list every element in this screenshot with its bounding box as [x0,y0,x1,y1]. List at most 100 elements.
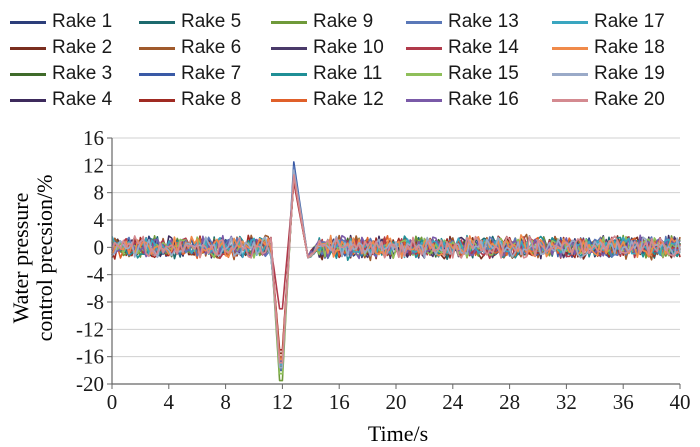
legend-item: Rake 19 [552,62,665,86]
legend-swatch [271,72,307,76]
y-tick-label: 12 [83,153,104,177]
legend-item: Rake 7 [139,62,241,86]
legend-item: Rake 10 [271,36,384,60]
legend-swatch [271,20,307,24]
series-line [111,171,681,375]
legend-label: Rake 13 [448,11,519,32]
series-line [111,165,681,370]
y-axis-label-line-2: control precsion/% [32,175,57,342]
legend-swatch [271,46,307,50]
series-line [111,174,681,365]
y-tick-label: 8 [94,181,105,205]
legend-label: Rake 8 [181,89,242,110]
series-lines [111,161,681,382]
series-line [111,174,681,361]
series-line [111,178,681,355]
legend-label: Rake 2 [52,37,113,58]
legend-item: Rake 20 [552,88,665,112]
legend-item: Rake 5 [139,10,241,34]
legend-label: Rake 11 [313,63,383,84]
legend-label: Rake 4 [52,89,113,110]
legend-label: Rake 1 [52,11,113,32]
series-line [111,174,681,364]
series-line [111,172,681,363]
series-line [111,172,681,366]
x-tick-label: 20 [386,390,407,414]
y-tick-label: -12 [76,317,104,341]
legend-swatch [10,72,46,76]
x-tick-label: 32 [556,390,577,414]
legend-item: Rake 4 [10,88,112,112]
chart-legend: Rake 1 Rake 2 Rake 3 Rake 4 Rake 5 Rake 6 Rake… [0,0,700,120]
legend-swatch [406,20,442,24]
legend-label: Rake 16 [448,89,519,110]
series-line [111,177,681,351]
x-tick-label: 40 [670,390,691,414]
y-tick-label: -16 [76,345,104,369]
legend-label: Rake 7 [181,63,242,84]
legend-label: Rake 6 [181,37,242,58]
legend-swatch [139,20,175,24]
x-tick-label: 28 [499,390,520,414]
legend-item: Rake 8 [139,88,241,112]
x-tick-label: 4 [164,390,175,414]
legend-item: Rake 2 [10,36,112,60]
legend-item: Rake 16 [406,88,519,112]
legend-label: Rake 15 [448,63,519,84]
y-tick-label: 16 [83,126,104,150]
y-tick-label: 4 [94,208,105,232]
legend-swatch [10,46,46,50]
legend-swatch [139,72,175,76]
x-axis-label: Time/s [368,421,428,446]
axes: -20 -16 -12 -8 -4 0 4 8 12 16 0 4 8 12 16 20 24 28 32 36 40 [76,126,691,414]
y-tick-label: 0 [94,235,105,259]
gridlines [112,137,680,385]
legend-item: Rake 14 [406,36,519,60]
series-line [111,176,681,359]
legend-swatch [406,46,442,50]
y-axis-label-line-1: Water pressure [8,193,33,324]
legend-swatch [10,20,46,24]
legend-item: Rake 12 [271,88,384,112]
legend-label: Rake 12 [313,89,384,110]
legend-label: Rake 10 [313,37,384,58]
legend-item: Rake 11 [271,62,382,86]
y-tick-label: -20 [76,372,104,396]
series-line [111,174,681,365]
legend-item: Rake 9 [271,10,373,34]
y-tick-label: -4 [87,263,105,287]
legend-item: Rake 13 [406,10,519,34]
x-tick-label: 8 [220,390,231,414]
legend-label: Rake 9 [313,11,374,32]
legend-swatch [552,98,588,102]
legend-item: Rake 17 [552,10,665,34]
legend-swatch [406,98,442,102]
series-line [111,173,681,362]
series-line [111,170,681,366]
legend-item: Rake 18 [552,36,665,60]
legend-swatch [406,72,442,76]
legend-label: Rake 20 [594,89,665,110]
legend-label: Rake 18 [594,37,665,58]
legend-label: Rake 19 [594,63,665,84]
legend-swatch [10,98,46,102]
x-tick-label: 12 [272,390,293,414]
legend-label: Rake 17 [594,11,665,32]
legend-label: Rake 14 [448,37,519,58]
legend-label: Rake 5 [181,11,242,32]
y-tick-label: -8 [87,290,105,314]
x-tick-label: 36 [613,390,634,414]
legend-item: Rake 3 [10,62,112,86]
series-line [111,171,681,368]
legend-swatch [271,98,307,102]
legend-item: Rake 6 [139,36,241,60]
x-tick-label: 24 [442,390,464,414]
legend-item: Rake 15 [406,62,519,86]
x-tick-label: 16 [329,390,350,414]
x-tick-label: 0 [107,390,118,414]
legend-label: Rake 3 [52,63,113,84]
legend-swatch [552,46,588,50]
series-line [111,176,681,361]
series-line [111,169,681,369]
